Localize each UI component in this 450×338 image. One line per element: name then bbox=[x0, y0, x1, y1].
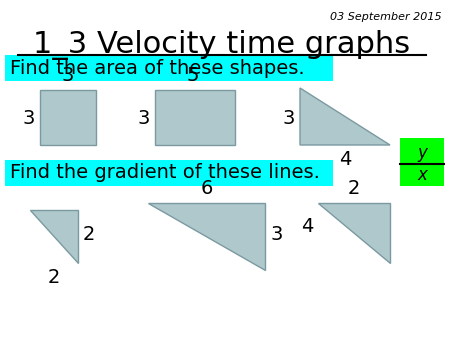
Text: 5: 5 bbox=[187, 66, 199, 85]
Text: 4: 4 bbox=[339, 150, 351, 169]
Text: 1_3 Velocity time graphs: 1_3 Velocity time graphs bbox=[33, 30, 410, 60]
Text: 6: 6 bbox=[201, 179, 213, 198]
Text: 3: 3 bbox=[62, 66, 74, 85]
Text: 4: 4 bbox=[301, 217, 313, 236]
Polygon shape bbox=[318, 203, 390, 263]
Text: 2: 2 bbox=[83, 225, 95, 244]
Polygon shape bbox=[30, 210, 78, 263]
Text: Find the gradient of these lines.: Find the gradient of these lines. bbox=[10, 164, 320, 183]
Polygon shape bbox=[300, 88, 390, 145]
Polygon shape bbox=[148, 203, 265, 270]
Text: 3: 3 bbox=[138, 108, 150, 127]
FancyBboxPatch shape bbox=[400, 138, 444, 186]
FancyBboxPatch shape bbox=[40, 90, 96, 145]
Text: Find the area of these shapes.: Find the area of these shapes. bbox=[10, 58, 305, 77]
Text: 03 September 2015: 03 September 2015 bbox=[330, 12, 442, 22]
Text: 2: 2 bbox=[48, 268, 60, 287]
Text: 2: 2 bbox=[348, 179, 360, 198]
Text: x: x bbox=[417, 166, 427, 184]
Text: y: y bbox=[417, 144, 427, 162]
FancyBboxPatch shape bbox=[155, 90, 235, 145]
Text: 3: 3 bbox=[283, 108, 295, 127]
FancyBboxPatch shape bbox=[5, 55, 333, 81]
Text: 3: 3 bbox=[270, 225, 283, 244]
Text: 3: 3 bbox=[22, 108, 35, 127]
FancyBboxPatch shape bbox=[5, 160, 333, 186]
